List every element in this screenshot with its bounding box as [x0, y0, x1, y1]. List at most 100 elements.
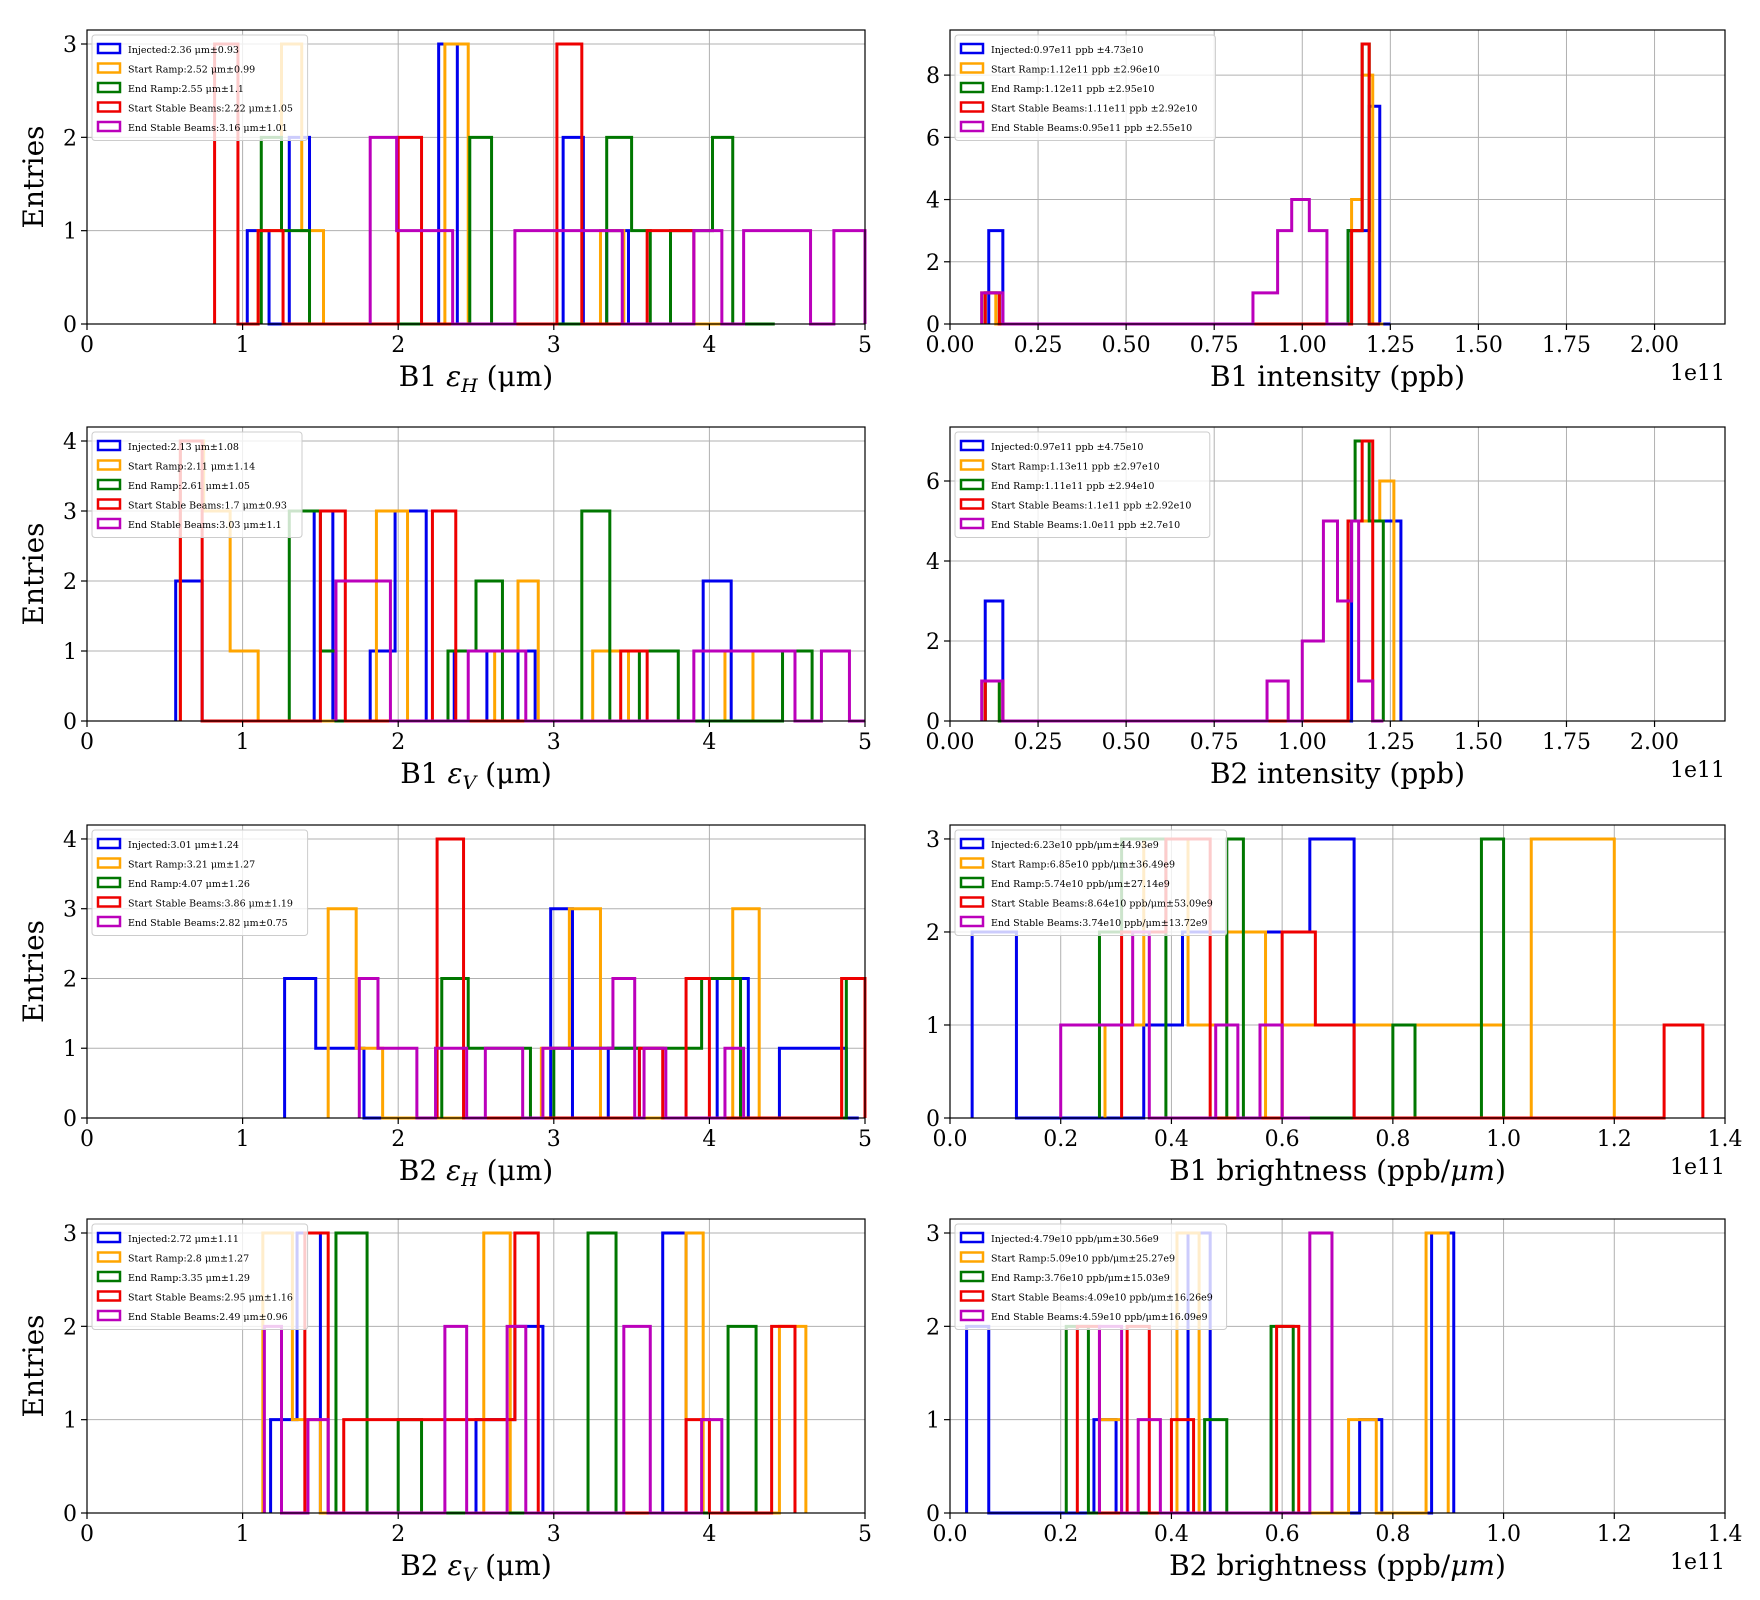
x-tick-label: 1.4 — [1708, 1522, 1743, 1547]
x-tick-label: 0.50 — [1102, 333, 1151, 358]
legend-swatch — [96, 876, 122, 889]
legend-swatch — [96, 101, 122, 113]
x-tick-label: 0.25 — [1014, 730, 1063, 755]
legend-swatch — [959, 876, 985, 889]
x-tick-label: 0 — [80, 1127, 94, 1152]
axes-frame — [949, 426, 1726, 722]
y-axis-label: Entries — [17, 125, 50, 228]
legend-label: End Ramp:4.07 μm±1.26 — [128, 879, 250, 890]
y-tick-label: 6 — [926, 126, 940, 151]
y-tick-label: 2 — [63, 967, 77, 992]
x-tick-label: 0.00 — [926, 730, 975, 755]
legend-label: Injected:6.23e10 ppb/μm±44.93e9 — [991, 840, 1159, 851]
y-tick-label: 4 — [63, 828, 77, 853]
legend-label: End Ramp:2.55 μm±1.1 — [128, 84, 244, 95]
legend-swatch — [96, 1290, 122, 1302]
x-tick-label: 2 — [391, 333, 405, 358]
legend-label: End Ramp:5.74e10 ppb/μm±27.14e9 — [991, 879, 1170, 890]
x-tick-label: 1.50 — [1454, 730, 1503, 755]
legend-swatch — [959, 837, 985, 850]
legend-label: Start Ramp:2.11 μm±1.14 — [128, 462, 255, 473]
x-tick-label: 0.75 — [1190, 730, 1239, 755]
x-axis-label: B2 εV (μm) — [400, 1549, 552, 1586]
legend-swatch — [96, 120, 122, 133]
x-tick-label: 0.6 — [1265, 1127, 1300, 1152]
legend: Injected:4.79e10 ppb/μm±30.56e9 Start Ram… — [954, 1223, 1228, 1330]
y-tick-label: 1 — [63, 1409, 77, 1434]
legend-swatch — [96, 459, 122, 471]
x-tick-label: 5 — [858, 333, 872, 358]
histogram-series-2 — [440, 976, 867, 1120]
x-tick-label: 1.2 — [1597, 1522, 1632, 1547]
y-tick-label: 3 — [63, 500, 77, 525]
x-tick-label: 0.8 — [1375, 1522, 1410, 1547]
legend-swatch — [96, 478, 122, 491]
legend-label: End Stable Beams:3.16 μm±1.01 — [128, 123, 288, 134]
legend-swatch — [959, 1251, 985, 1263]
y-tick-label: 3 — [63, 1222, 77, 1247]
x-tick-label: 0.8 — [1375, 1127, 1410, 1152]
legend-label: End Stable Beams:3.74e10 ppb/μm±13.72e9 — [991, 918, 1208, 929]
panel-b1-brightness: 0.0 0.2 0.4 0.6 0.8 1.0 1.2 1.4 0 1 2 3 B1 brightnes… — [926, 824, 1743, 1187]
y-tick-label: 2 — [926, 1315, 940, 1340]
x-tick-label: 4 — [702, 1522, 716, 1547]
axes-frame — [86, 824, 866, 1119]
y-tick-label: 0 — [926, 1107, 940, 1132]
legend-swatch — [959, 459, 985, 471]
histogram-series-0 — [269, 1231, 694, 1515]
x-tick-label: 1 — [236, 1127, 250, 1152]
x-axis-label: B2 intensity (ppb) — [1210, 757, 1465, 790]
legend: Injected:0.97e11 ppb ±4.73e10 Start Ramp:… — [954, 34, 1216, 141]
legend-label: Start Ramp:1.12e11 ppb ±2.96e10 — [991, 65, 1160, 76]
x-tick-label: 0.50 — [1102, 730, 1151, 755]
y-tick-label: 0 — [926, 1502, 940, 1527]
x-tick-label: 0.4 — [1154, 1522, 1189, 1547]
x-offset-label: 1e11 — [1670, 1155, 1725, 1180]
legend-label: Injected:2.72 μm±1.11 — [128, 1234, 239, 1245]
y-axis-label: Entries — [17, 522, 50, 625]
axes-frame — [86, 29, 866, 325]
legend: Injected:2.72 μm±1.11 Start Ramp:2.8 μm±1… — [91, 1223, 309, 1330]
legend-label: End Stable Beams:1.0e11 ppb ±2.7e10 — [991, 520, 1180, 531]
legend-label: Start Ramp:2.8 μm±1.27 — [128, 1254, 249, 1265]
y-tick-label: 2 — [63, 570, 77, 595]
x-tick-label: 3 — [547, 333, 561, 358]
histogram-series-0 — [283, 907, 859, 1120]
legend: Injected:3.01 μm±1.24 Start Ramp:3.21 μm±… — [91, 829, 309, 936]
axes-frame — [949, 824, 1726, 1119]
legend-swatch — [959, 857, 985, 869]
x-tick-label: 5 — [858, 730, 872, 755]
x-axis-label: B1 brightness (ppb/μm) — [1169, 1154, 1506, 1187]
x-tick-label: 0.2 — [1043, 1127, 1078, 1152]
legend-swatch — [959, 120, 985, 133]
x-tick-label: 1.00 — [1278, 730, 1327, 755]
histogram-series-1 — [261, 1231, 808, 1515]
legend-label: End Ramp:3.35 μm±1.29 — [128, 1273, 250, 1284]
legend-label: End Stable Beams:2.82 μm±0.75 — [128, 918, 288, 929]
x-tick-label: 0 — [80, 1522, 94, 1547]
histogram-series-1 — [256, 42, 741, 326]
panel-b2-eps-h: 0 1 2 3 4 5 0 1 2 3 4 B2 εH (μm) Entries Injected:3.0… — [17, 824, 872, 1191]
histogram-series-4 — [980, 519, 1384, 723]
legend-label: Injected:2.36 μm±0.93 — [128, 45, 239, 56]
x-tick-label: 0 — [80, 333, 94, 358]
legend-swatch — [959, 1270, 985, 1283]
x-tick-label: 4 — [702, 333, 716, 358]
axes-frame — [86, 426, 866, 722]
legend-swatch — [959, 81, 985, 94]
legend-swatch — [96, 62, 122, 74]
y-tick-label: 2 — [926, 251, 940, 276]
x-tick-label: 0.4 — [1154, 1127, 1189, 1152]
y-tick-label: 3 — [926, 1222, 940, 1247]
legend-label: Injected:0.97e11 ppb ±4.73e10 — [991, 45, 1143, 56]
legend-label: Start Stable Beams:1.1e11 ppb ±2.92e10 — [991, 501, 1191, 512]
axes-frame — [86, 1218, 866, 1514]
x-offset-label: 1e11 — [1670, 1550, 1725, 1575]
legend: Injected:2.13 μm±1.08 Start Ramp:2.11 μm±… — [91, 431, 303, 538]
legend-label: Start Stable Beams:8.64e10 ppb/μm±53.09e… — [991, 899, 1213, 910]
x-tick-label: 0.6 — [1265, 1522, 1300, 1547]
legend: Injected:0.97e11 ppb ±4.75e10 Start Ramp:… — [954, 431, 1211, 538]
x-tick-label: 0.0 — [933, 1522, 968, 1547]
